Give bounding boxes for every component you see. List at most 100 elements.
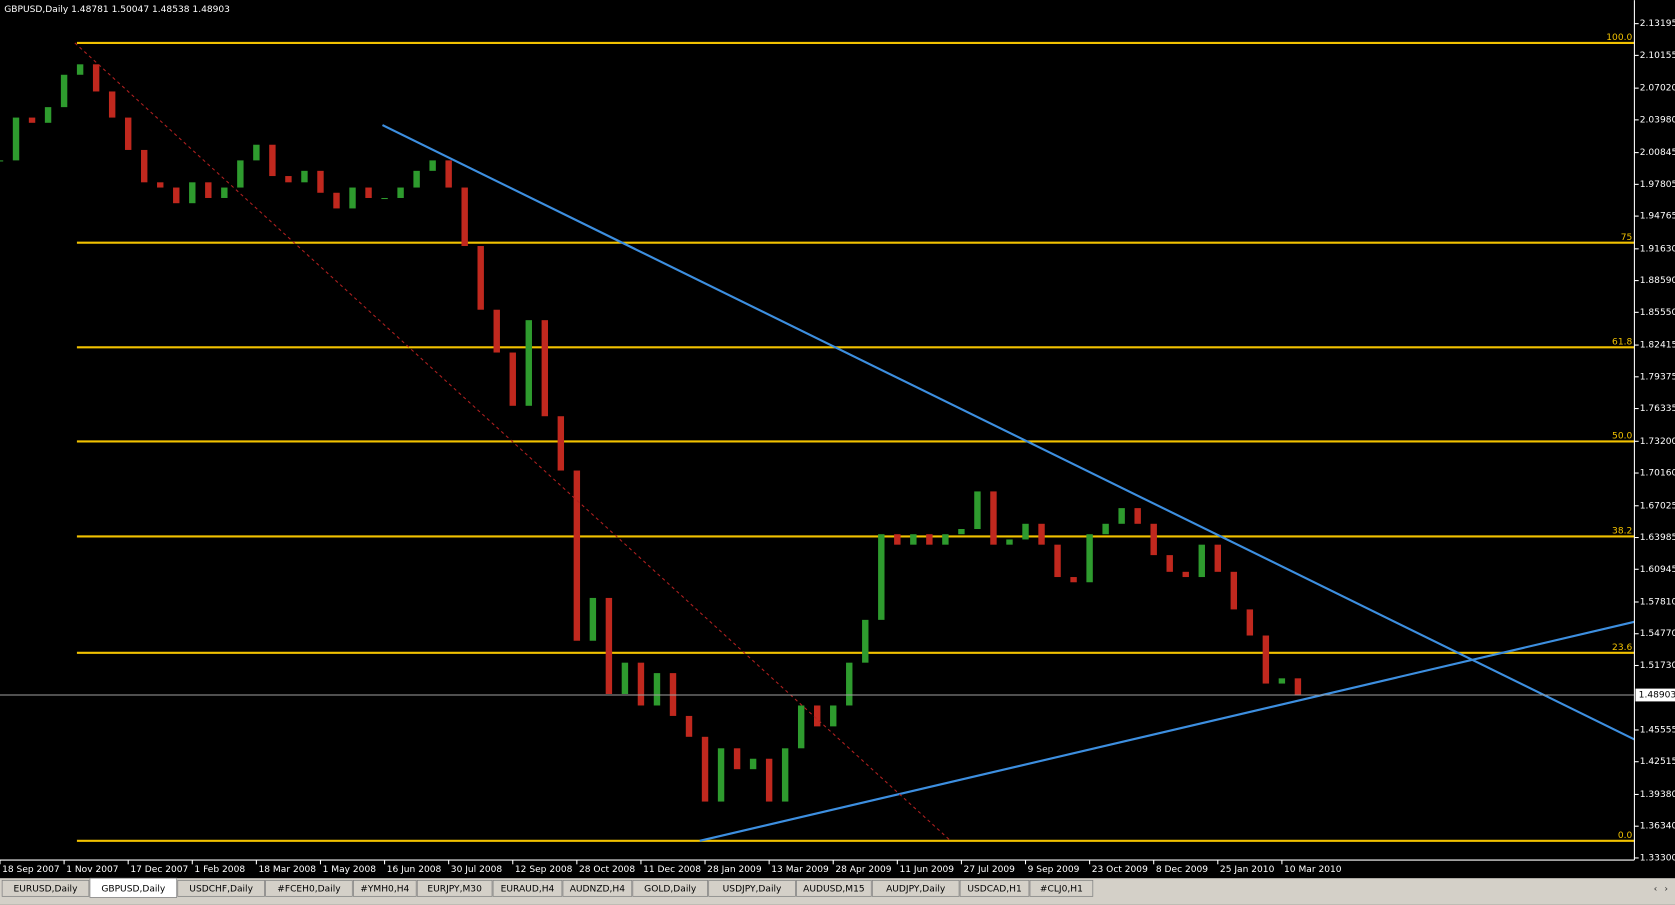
- trendline: [382, 124, 1635, 741]
- candle: [141, 149, 148, 183]
- candle: [1086, 534, 1093, 583]
- candle: [189, 182, 196, 204]
- candle: [1198, 544, 1205, 578]
- tab-label[interactable]: USDCHF,Daily: [189, 884, 253, 894]
- candle: [1246, 609, 1254, 636]
- candle: [1070, 577, 1077, 583]
- y-tick-label: 1.85550: [1640, 308, 1675, 318]
- y-tick-label: 1.51730: [1640, 661, 1675, 671]
- x-tick-label: 16 Jun 2008: [387, 865, 442, 875]
- tab-label[interactable]: EURJPY,M30: [427, 884, 482, 894]
- candle: [477, 246, 484, 310]
- scroll-right[interactable]: ›: [1664, 884, 1668, 894]
- y-tick-label: 2.13195: [1640, 19, 1675, 29]
- candle: [894, 534, 901, 545]
- candle: [493, 309, 500, 353]
- tab-label[interactable]: #FCEH0,Daily: [277, 884, 341, 894]
- y-tick-label: 1.36340: [1640, 822, 1675, 832]
- candle: [205, 182, 212, 198]
- candle: [28, 117, 36, 123]
- tab[interactable]: [89, 877, 178, 898]
- candle: [349, 187, 356, 209]
- candle: [1230, 571, 1238, 610]
- candle: [92, 64, 100, 92]
- fib-label: 75: [1621, 233, 1633, 243]
- candle: [942, 534, 949, 545]
- tab-label[interactable]: AUDJPY,Daily: [886, 884, 946, 894]
- y-tick-label: 1.63985: [1640, 533, 1675, 543]
- fib-label: 100.0: [1606, 33, 1632, 43]
- x-tick-label: 13 Mar 2009: [771, 865, 829, 875]
- tab[interactable]: [959, 879, 1030, 897]
- candle: [317, 170, 324, 193]
- tab[interactable]: [562, 879, 633, 897]
- plot: 100.0 75 61.8 50.0 38.2 23.6 0.0: [0, 33, 1635, 842]
- y-tick-label: 1.73200: [1640, 437, 1675, 447]
- candle: [381, 197, 388, 200]
- y-tick-label: 1.70160: [1640, 469, 1675, 479]
- tab-label[interactable]: EURUSD,Daily: [14, 884, 79, 894]
- tab[interactable]: [265, 879, 353, 897]
- candle: [12, 117, 20, 161]
- tab-label[interactable]: AUDNZD,H4: [570, 884, 626, 894]
- candle: [573, 470, 581, 641]
- tab[interactable]: [708, 879, 796, 897]
- tab[interactable]: [416, 879, 493, 897]
- fib-label: 38.2: [1612, 527, 1632, 537]
- tabs: EURUSD,Daily GBPUSD,Daily USDCHF,Daily #FCE…: [1, 877, 1094, 898]
- tab-label[interactable]: #YMH0,H4: [360, 884, 409, 894]
- y-tick-label: 1.45555: [1640, 725, 1675, 735]
- candle: [269, 144, 276, 177]
- candle: [862, 619, 869, 663]
- candle: [830, 705, 837, 727]
- candle: [157, 182, 164, 188]
- tab[interactable]: [492, 879, 563, 897]
- y-tick-label: 1.39380: [1640, 790, 1675, 800]
- scroll-left[interactable]: ‹: [1654, 884, 1658, 894]
- candle: [509, 352, 516, 406]
- tab-label[interactable]: AUDUSD,M15: [803, 884, 865, 894]
- x-tick-label: 28 Jan 2009: [707, 865, 762, 875]
- candle: [333, 192, 340, 209]
- candle: [797, 705, 805, 749]
- x-tick-label: 27 Jul 2009: [964, 865, 1016, 875]
- y-tick-label: 1.42515: [1640, 757, 1675, 767]
- tab[interactable]: [796, 879, 872, 897]
- candle: [1118, 508, 1125, 524]
- candle: [910, 534, 917, 545]
- y-tick-label: 1.57810: [1640, 598, 1675, 608]
- candle: [76, 64, 84, 75]
- tab-label[interactable]: GBPUSD,Daily: [101, 884, 166, 894]
- tab-label[interactable]: #CLJ0,H1: [1040, 884, 1083, 894]
- trendline: [699, 620, 1635, 842]
- candle: [717, 748, 725, 802]
- y-tick-label: 1.76335: [1640, 404, 1675, 414]
- candle: [108, 91, 116, 118]
- y-tick-label: 2.00845: [1640, 148, 1675, 158]
- tab[interactable]: [1029, 879, 1094, 897]
- tab-label[interactable]: EURAUD,H4: [501, 884, 555, 894]
- tab-label[interactable]: USDJPY,Daily: [723, 884, 782, 894]
- candle: [429, 160, 436, 171]
- candle: [733, 748, 741, 770]
- candle: [637, 662, 645, 706]
- candle: [1102, 523, 1109, 535]
- y-tick-label: 1.94765: [1640, 212, 1675, 222]
- candle: [813, 705, 821, 727]
- fib-label: 23.6: [1612, 643, 1632, 653]
- x-tick-label: 18 Mar 2008: [259, 865, 317, 875]
- candle: [60, 74, 68, 108]
- fib-label: 0.0: [1618, 831, 1633, 841]
- tab[interactable]: [871, 879, 960, 897]
- candle: [525, 320, 532, 406]
- tab[interactable]: [1, 879, 90, 897]
- tab[interactable]: [177, 879, 265, 897]
- candle: [685, 715, 693, 737]
- tab[interactable]: [352, 879, 417, 897]
- tab-label[interactable]: GOLD,Daily: [644, 884, 697, 894]
- tab[interactable]: [632, 879, 708, 897]
- candle: [557, 416, 565, 471]
- tab-label[interactable]: USDCAD,H1: [967, 884, 1021, 894]
- candle: [1294, 678, 1302, 696]
